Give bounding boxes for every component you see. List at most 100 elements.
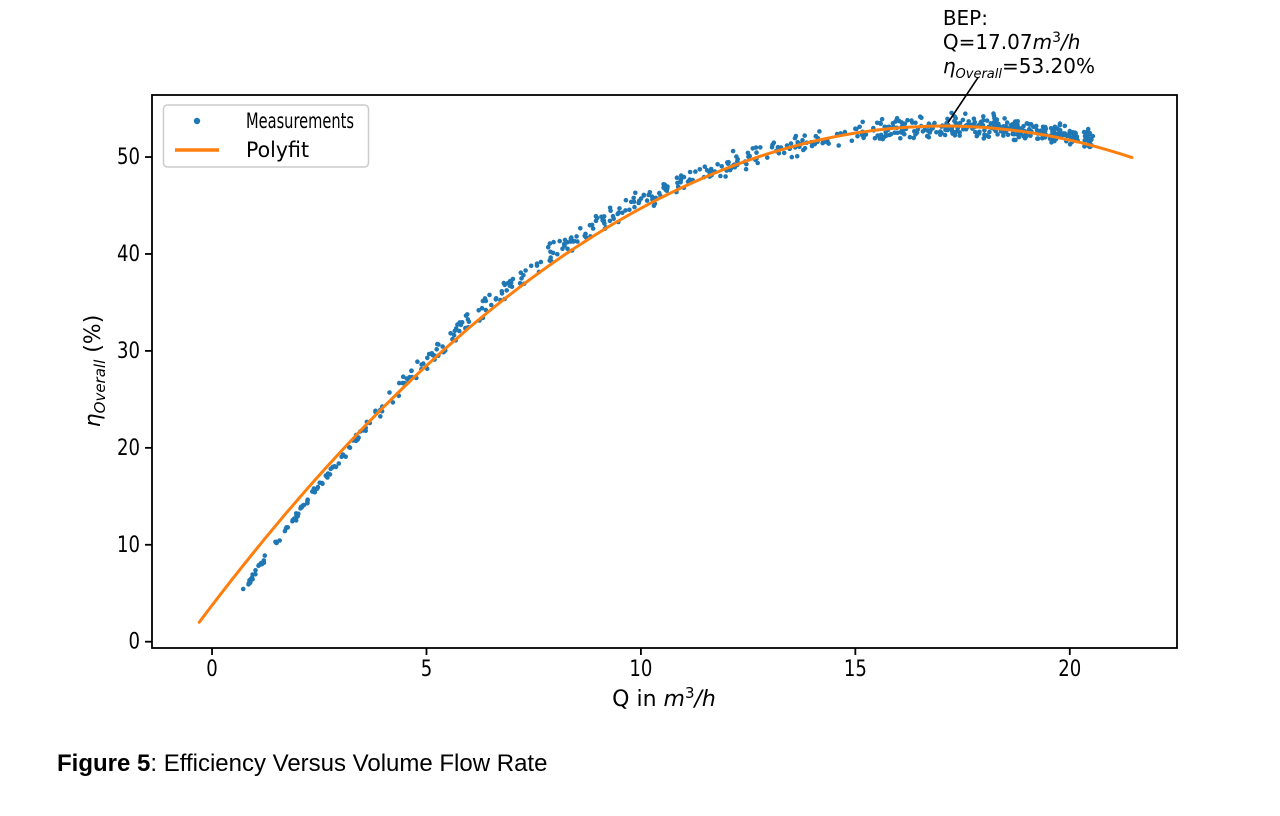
figure-caption-text: : Efficiency Versus Volume Flow Rate: [150, 750, 548, 777]
measurement-point: [754, 150, 759, 155]
measurement-point: [501, 280, 507, 286]
measurement-point: [1040, 135, 1045, 141]
measurement-point: [507, 278, 513, 284]
measurement-point: [794, 154, 800, 159]
measurement-point: [253, 571, 258, 577]
measurement-point: [765, 155, 770, 160]
measurement-point: [977, 129, 982, 135]
measurement-point: [1011, 137, 1017, 143]
measurement-point: [623, 197, 629, 203]
measurement-point: [978, 120, 984, 126]
measurement-point: [665, 184, 670, 189]
measurement-point: [611, 216, 616, 222]
measurement-point: [938, 129, 943, 134]
measurement-point: [633, 190, 638, 196]
measurement-point: [902, 131, 907, 137]
bep-annotation: BEP: Q=17.07m3/h ηOverall=53.20%: [943, 6, 1095, 124]
polyfit-line: [197, 124, 1134, 624]
measurement-point: [548, 255, 553, 260]
measurement-point: [415, 359, 420, 365]
measurement-point: [919, 115, 924, 121]
measurement-point: [568, 236, 574, 241]
figure-caption: Figure 5: Efficiency Versus Volume Flow …: [57, 750, 547, 778]
measurement-point: [981, 136, 987, 141]
legend-label: Measurements: [246, 109, 354, 133]
measurement-point: [547, 241, 553, 246]
measurement-point: [678, 173, 684, 178]
measurement-point: [863, 132, 869, 137]
measurement-point: [1010, 131, 1015, 137]
measurement-point: [608, 208, 613, 213]
measurement-point: [327, 472, 333, 477]
measurement-point: [504, 288, 510, 293]
measurement-point: [674, 175, 680, 180]
measurement-point: [479, 305, 485, 311]
measurement-point: [294, 513, 299, 518]
measurement-point: [973, 129, 978, 135]
measurement-point: [483, 298, 489, 304]
measurement-point: [1016, 134, 1022, 140]
measurement-point: [1049, 140, 1054, 145]
measurement-point: [693, 169, 698, 174]
measurements-scatter: [240, 110, 1096, 592]
measurement-point: [909, 118, 914, 123]
measurement-point: [770, 142, 775, 147]
measurement-point: [745, 150, 751, 156]
measurement-point: [800, 137, 805, 143]
plot-border: [151, 94, 1178, 649]
measurement-point: [995, 132, 1000, 137]
measurement-point: [697, 167, 703, 172]
measurement-point: [1002, 116, 1007, 121]
measurement-point: [315, 486, 320, 491]
measurement-point: [1034, 127, 1040, 133]
measurement-point: [986, 134, 992, 139]
measurement-point: [277, 538, 283, 543]
measurement-point: [878, 132, 884, 138]
measurement-point: [952, 118, 957, 124]
measurement-point: [601, 218, 607, 223]
measurement-point: [632, 204, 637, 210]
measurement-point: [849, 138, 855, 144]
measurement-point: [339, 454, 344, 460]
measurement-point: [641, 193, 647, 198]
measurement-point: [878, 121, 883, 126]
measurement-point: [419, 362, 424, 367]
measurement-point: [240, 586, 246, 592]
measurement-point: [753, 145, 759, 150]
measurement-point: [991, 111, 996, 116]
measurement-point: [942, 132, 948, 138]
measurement-point: [451, 332, 457, 338]
measurement-point: [555, 251, 560, 257]
measurement-point: [466, 319, 472, 325]
y-tick-label: 0: [129, 630, 141, 655]
bep-eta-value: ηOverall=53.20%: [943, 54, 1095, 82]
measurement-point: [623, 208, 628, 213]
x-tick-label: 10: [629, 657, 652, 682]
measurement-point: [521, 272, 526, 278]
measurement-point: [390, 400, 396, 405]
y-tick-label: 20: [117, 436, 140, 461]
measurement-point: [781, 150, 787, 156]
measurement-point: [704, 168, 710, 173]
measurement-point: [718, 173, 723, 179]
measurement-point: [802, 145, 808, 151]
measurement-point: [620, 210, 625, 216]
measurement-point: [387, 390, 392, 395]
legend-label: Polyfit: [246, 138, 309, 162]
measurement-point: [325, 475, 330, 480]
legend-marker-dot: [193, 117, 201, 125]
measurement-point: [590, 226, 596, 231]
measurement-point: [305, 499, 310, 505]
measurement-point: [343, 454, 349, 460]
measurement-point: [888, 131, 894, 137]
measurement-point: [1065, 133, 1070, 139]
measurement-point: [425, 355, 430, 361]
measurement-point: [572, 238, 577, 244]
legend: Measurements Polyfit: [162, 104, 370, 168]
y-tick-label: 30: [117, 339, 140, 364]
measurement-point: [981, 114, 986, 119]
measurement-point: [960, 117, 966, 123]
measurement-point: [499, 291, 505, 296]
measurement-point: [1085, 126, 1091, 132]
measurement-point: [247, 580, 253, 586]
